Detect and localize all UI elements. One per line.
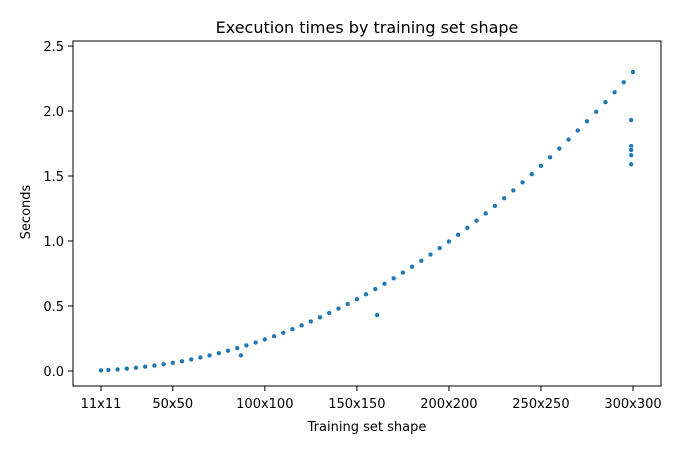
data-point (547, 154, 553, 160)
data-point (391, 275, 397, 281)
data-point (630, 69, 636, 75)
data-point (179, 358, 185, 364)
data-point (98, 367, 104, 374)
data-point (455, 232, 461, 238)
data-point (326, 310, 332, 316)
y-axis: 0.0 0.5 1.0 1.5 2.0 2.5 (43, 40, 73, 380)
data-point (556, 145, 563, 152)
plot-frame (72, 40, 662, 387)
x-axis: 11x11 50x50 100x100 150x150 200x200 250x250 30… (81, 386, 662, 412)
data-point (529, 171, 535, 177)
data-point (409, 264, 415, 270)
data-point (519, 179, 526, 186)
outlier-point (628, 161, 634, 167)
x-tick-label: 100x100 (236, 397, 293, 412)
data-point (400, 269, 406, 276)
data-point (252, 339, 259, 346)
y-axis-label: Seconds (19, 184, 34, 239)
data-point (510, 187, 516, 194)
y-tick-label: 2.0 (43, 105, 64, 120)
data-point (124, 366, 130, 372)
x-tick-label: 300x300 (604, 397, 661, 412)
data-point (437, 245, 443, 251)
data-point (501, 195, 507, 201)
x-tick-label: 50x50 (152, 397, 193, 412)
data-point (216, 350, 222, 356)
data-point (363, 291, 369, 297)
outlier-point (628, 117, 634, 123)
data-point (427, 251, 434, 258)
data-point (584, 118, 590, 124)
y-tick-label: 1.0 (43, 235, 64, 250)
y-tick-label: 2.5 (43, 40, 64, 55)
data-point (105, 367, 112, 373)
data-point (575, 127, 581, 134)
x-tick-label: 250x250 (512, 397, 569, 412)
data-point (317, 314, 323, 320)
data-point (345, 301, 351, 307)
data-point (271, 333, 277, 339)
data-point (225, 348, 231, 354)
outlier-point (238, 352, 244, 359)
x-tick-label: 11x11 (81, 397, 122, 412)
data-point (188, 356, 194, 363)
data-point (289, 326, 296, 332)
data-point (473, 218, 480, 224)
x-tick-label: 200x200 (420, 397, 477, 412)
outlier-point (628, 152, 634, 158)
data-point (418, 258, 424, 264)
data-point (335, 305, 342, 312)
data-point (483, 210, 489, 217)
y-tick-label: 0.5 (43, 300, 64, 315)
data-point (372, 286, 378, 292)
data-point (170, 360, 176, 366)
data-point (234, 345, 240, 351)
data-point (593, 109, 599, 115)
data-point (280, 330, 286, 336)
plot-area (98, 69, 636, 374)
x-axis-label: Training set shape (307, 420, 427, 435)
data-point (538, 163, 544, 169)
data-point (243, 342, 250, 349)
data-point (611, 89, 618, 95)
data-point (464, 225, 470, 231)
data-point (262, 336, 268, 343)
data-point (142, 364, 148, 370)
data-point (565, 136, 572, 143)
data-point (133, 365, 139, 371)
data-point (197, 354, 204, 361)
outlier-point (628, 147, 634, 153)
data-point (354, 296, 360, 302)
data-point (602, 99, 609, 105)
data-point (308, 318, 314, 325)
data-point (446, 238, 452, 245)
data-point (160, 361, 167, 367)
data-point (299, 322, 305, 329)
chart-title: Execution times by training set shape (216, 18, 519, 37)
outlier-point (374, 312, 380, 318)
data-point (492, 203, 498, 209)
data-point (381, 281, 388, 287)
data-point (621, 79, 627, 85)
x-tick-label: 150x150 (328, 397, 385, 412)
y-tick-label: 1.5 (43, 170, 64, 185)
data-point (206, 352, 213, 359)
y-tick-label: 0.0 (43, 365, 64, 380)
data-point (151, 362, 158, 369)
data-point (114, 366, 121, 373)
